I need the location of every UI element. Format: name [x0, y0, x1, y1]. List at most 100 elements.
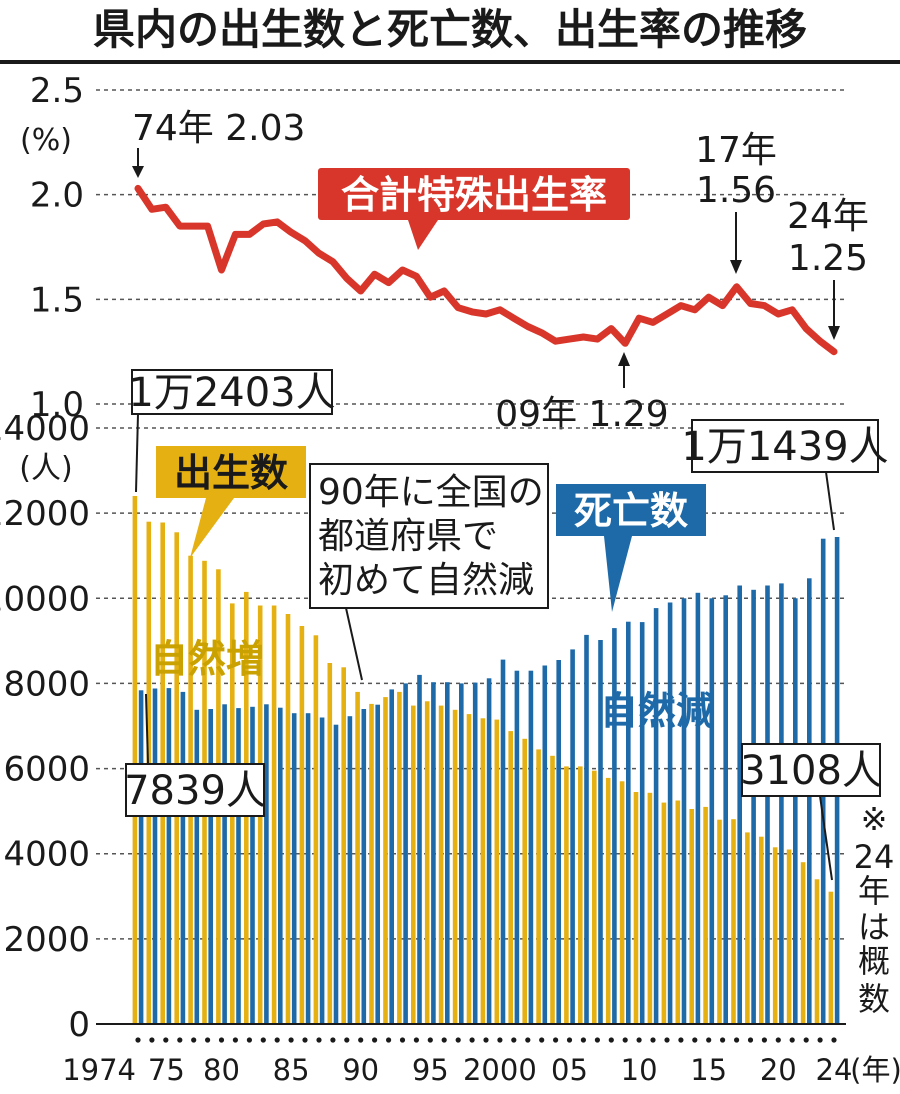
births-bar — [550, 755, 555, 1024]
x-tick-label: 20 — [760, 1053, 797, 1087]
deaths-bar — [709, 598, 715, 1024]
rate-y-tick: 1.0 — [30, 385, 84, 425]
year-dot — [706, 1037, 712, 1043]
deaths-bar — [793, 598, 798, 1024]
births-bar — [480, 718, 486, 1024]
births-bar — [271, 605, 277, 1024]
deaths-2024-pointer — [825, 471, 835, 531]
births-bar — [132, 496, 138, 1024]
year-dot — [692, 1037, 698, 1043]
births-bar — [438, 705, 444, 1024]
deaths-bar — [737, 585, 742, 1024]
year-dot — [636, 1037, 642, 1043]
births-bar — [772, 847, 778, 1024]
x-tick-label: 85 — [273, 1053, 310, 1087]
deaths-2024-box — [691, 419, 879, 473]
births-bar — [508, 731, 513, 1024]
births-bar — [633, 792, 639, 1024]
first-decrease-callout: 90年に全国の 都道府県で 初めて自然減 — [309, 463, 549, 681]
year-dot — [316, 1037, 322, 1043]
year-dot — [302, 1037, 308, 1043]
rate-y-tick: 2.5 — [30, 71, 84, 111]
bar-y-unit: (人) — [19, 451, 72, 486]
births-label-box — [156, 446, 306, 498]
births-bar — [647, 792, 653, 1024]
year-dot — [413, 1037, 419, 1043]
births-label-text: 出生数 — [174, 451, 288, 495]
year-dot — [246, 1037, 252, 1043]
year-dot — [539, 1037, 545, 1043]
deaths-label-text: 死亡数 — [574, 489, 688, 533]
deaths-bar — [528, 670, 534, 1024]
first-decrease-pointer — [345, 607, 363, 681]
year-dot — [427, 1037, 433, 1043]
births-bar — [578, 766, 583, 1024]
rate-gridlines — [96, 89, 846, 405]
year-dot — [720, 1037, 726, 1043]
bar-y-tick: 0 — [68, 1005, 90, 1045]
year-dot — [566, 1037, 573, 1043]
title-underline — [0, 60, 900, 64]
annotation-2017-year: 17年 — [695, 130, 777, 171]
deaths-bar — [180, 691, 186, 1024]
births-bar — [411, 705, 416, 1024]
year-dot — [399, 1037, 406, 1043]
first-decrease-box — [309, 463, 549, 609]
year-dot — [330, 1037, 336, 1043]
rate-y-tick: 1.5 — [30, 280, 84, 320]
year-dot — [594, 1037, 601, 1043]
bar-series — [132, 496, 840, 1024]
deaths-bar — [751, 589, 756, 1024]
births-bar — [452, 709, 458, 1024]
births-bar — [355, 691, 360, 1024]
year-dot — [344, 1037, 350, 1043]
bar-y-tick-labels: 14000 12000 10000 8000 6000 4000 2000 0 — [0, 409, 90, 1045]
annotation-2009-rate: 09年 1.29 — [495, 394, 668, 435]
bar-y-tick: 8000 — [3, 664, 90, 704]
births-bar — [800, 862, 806, 1024]
year-dot — [205, 1037, 211, 1043]
deaths-bar — [431, 682, 436, 1024]
year-dot — [553, 1037, 559, 1043]
deaths-bar — [681, 598, 687, 1024]
rate-y-unit: (%) — [20, 123, 72, 158]
note-char: は — [858, 908, 890, 946]
x-tick-label: 95 — [412, 1053, 449, 1087]
year-dot — [358, 1037, 364, 1043]
year-dot — [260, 1037, 266, 1043]
year-dot — [469, 1037, 475, 1043]
deaths-bar — [361, 709, 367, 1024]
year-dot — [149, 1037, 155, 1043]
births-bar — [369, 703, 374, 1024]
births-label-pointer — [190, 498, 234, 558]
bar-y-tick: 10000 — [0, 579, 90, 619]
rate-label-box — [318, 168, 630, 220]
year-dot — [218, 1037, 225, 1043]
deaths-bar — [445, 682, 450, 1024]
births-series-label: 出生数 — [156, 446, 306, 558]
rate-series-label: 合計特殊出生率 — [318, 168, 630, 250]
births-bar — [424, 701, 430, 1024]
annotation-2024-value: 1.25 — [788, 238, 868, 279]
deaths-bar — [653, 608, 659, 1024]
year-dot — [747, 1037, 754, 1043]
births-1974-box — [131, 369, 333, 415]
natural-decrease-label: 自然減 — [600, 689, 714, 733]
deaths-bar — [347, 716, 353, 1024]
births-bar — [661, 802, 667, 1024]
year-dot — [372, 1037, 378, 1043]
deaths-bar — [138, 690, 144, 1024]
arrow-2009-rate — [618, 352, 630, 388]
year-dot — [734, 1037, 740, 1043]
x-tick-label: 75 — [148, 1053, 185, 1087]
year-dot — [274, 1037, 280, 1043]
deaths-bar — [723, 595, 728, 1024]
births-bar — [675, 800, 681, 1024]
arrow-2024-rate — [828, 280, 840, 340]
arrow-2017-rate — [730, 212, 742, 274]
deaths-label-pointer — [604, 536, 632, 612]
x-tick-label: 05 — [551, 1053, 588, 1087]
deaths-bar — [417, 674, 422, 1024]
